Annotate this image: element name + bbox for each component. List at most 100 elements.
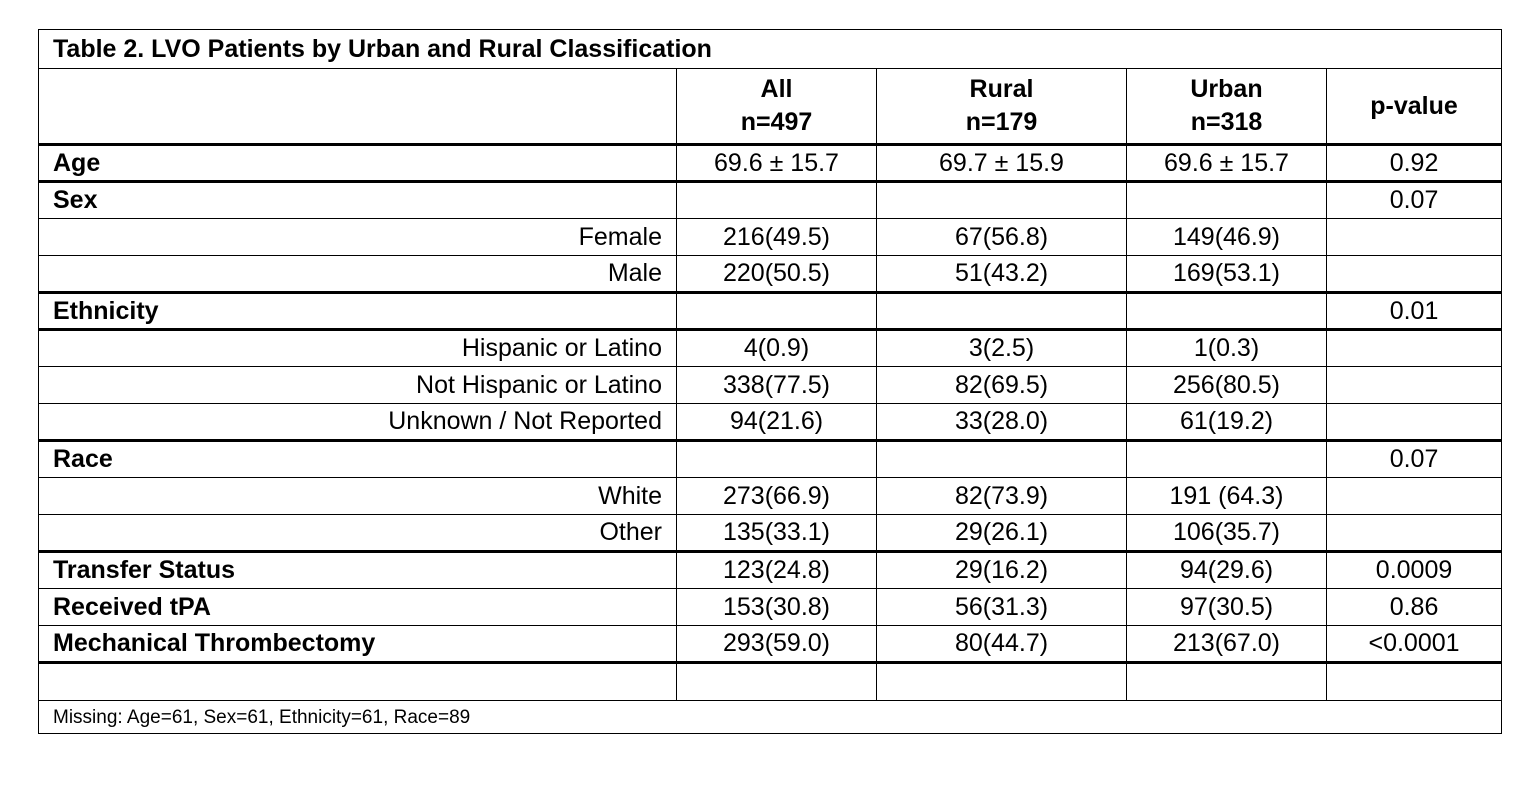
data-cell: 0.92 [1325, 143, 1503, 182]
data-cell [1325, 514, 1503, 552]
table-row: Hispanic or Latino 4(0.9) 3(2.5) 1(0.3) [38, 328, 1503, 367]
data-cell: 4(0.9) [676, 328, 877, 367]
table-row: Unknown / Not Reported 94(21.6) 33(28.0) 61… [38, 403, 1503, 441]
data-cell: 169(53.1) [1126, 255, 1327, 293]
empty-cell [1126, 661, 1327, 701]
data-cell [676, 180, 877, 219]
data-cell [1325, 366, 1503, 404]
table-row: Transfer Status 123(24.8) 29(16.2) 94(29.6)… [38, 550, 1503, 589]
data-cell: 293(59.0) [676, 625, 877, 663]
data-cell [676, 291, 877, 330]
data-cell: <0.0001 [1325, 625, 1503, 663]
data-cell: 69.6 ± 15.7 [676, 143, 877, 182]
data-cell: 69.7 ± 15.9 [876, 143, 1127, 182]
data-cell: 82(73.9) [876, 477, 1127, 515]
blank-row [38, 661, 1503, 701]
data-cell: 69.6 ± 15.7 [1126, 143, 1327, 182]
data-cell: 82(69.5) [876, 366, 1127, 404]
row-label: Received tPA [38, 588, 677, 626]
data-cell: 338(77.5) [676, 366, 877, 404]
data-cell: 149(46.9) [1126, 218, 1327, 256]
footnote-row: Missing: Age=61, Sex=61, Ethnicity=61, R… [37, 700, 1503, 734]
data-cell [876, 439, 1127, 478]
empty-cell [38, 661, 677, 701]
table-row: White 273(66.9) 82(73.9) 191 (64.3) [38, 477, 1503, 515]
table-row: Other 135(33.1) 29(26.1) 106(35.7) [38, 514, 1503, 552]
data-cell [876, 180, 1127, 219]
data-cell: 273(66.9) [676, 477, 877, 515]
row-label: Unknown / Not Reported [38, 403, 677, 441]
column-label: Rural [969, 75, 1034, 103]
row-label: Transfer Status [38, 550, 677, 589]
column-label: All [760, 75, 793, 103]
data-cell [1325, 218, 1503, 256]
data-cell [676, 439, 877, 478]
data-cell: 97(30.5) [1126, 588, 1327, 626]
data-cell: 0.0009 [1325, 550, 1503, 589]
data-cell: 94(29.6) [1126, 550, 1327, 589]
table-row: Female 216(49.5) 67(56.8) 149(46.9) [38, 218, 1503, 256]
data-cell: 0.07 [1325, 439, 1503, 478]
row-label: Female [38, 218, 677, 256]
data-cell: 123(24.8) [676, 550, 877, 589]
data-cell: 191 (64.3) [1126, 477, 1327, 515]
data-cell: 29(16.2) [876, 550, 1127, 589]
data-cell: 0.86 [1325, 588, 1503, 626]
column-n: n=497 [740, 108, 813, 136]
header-row: All n=497 Rural n=179 Urban n=318 p-valu… [38, 68, 1503, 145]
empty-cell [876, 661, 1127, 701]
table-row: Race 0.07 [38, 439, 1503, 478]
data-cell [1325, 255, 1503, 293]
row-label: Male [38, 255, 677, 293]
column-header-all: All n=497 [676, 68, 877, 145]
data-cell: 80(44.7) [876, 625, 1127, 663]
empty-cell [1325, 661, 1503, 701]
column-header-rural: Rural n=179 [876, 68, 1127, 145]
data-cell [1325, 477, 1503, 515]
data-cell: 220(50.5) [676, 255, 877, 293]
column-label: Urban [1190, 75, 1263, 103]
row-label: Race [38, 439, 677, 478]
data-cell: 216(49.5) [676, 218, 877, 256]
data-cell: 0.01 [1325, 291, 1503, 330]
data-cell: 153(30.8) [676, 588, 877, 626]
data-cell [876, 291, 1127, 330]
data-cell: 0.07 [1325, 180, 1503, 219]
data-cell: 94(21.6) [676, 403, 877, 441]
row-label: Other [38, 514, 677, 552]
data-cell: 51(43.2) [876, 255, 1127, 293]
column-label: p-value [1370, 91, 1458, 120]
data-cell: 256(80.5) [1126, 366, 1327, 404]
table-row: Not Hispanic or Latino 338(77.5) 82(69.5) 2… [38, 366, 1503, 404]
table-row: Ethnicity 0.01 [38, 291, 1503, 330]
empty-cell [676, 661, 877, 701]
data-cell [1126, 439, 1327, 478]
row-label: Ethnicity [38, 291, 677, 330]
column-header-p-value: p-value [1325, 68, 1503, 145]
data-cell: 33(28.0) [876, 403, 1127, 441]
data-cell: 3(2.5) [876, 328, 1127, 367]
row-label: Sex [38, 180, 677, 219]
table-row: Age 69.6 ± 15.7 69.7 ± 15.9 69.6 ± 15.7 0.92 [38, 143, 1503, 182]
data-cell [1325, 403, 1503, 441]
footnote: Missing: Age=61, Sex=61, Ethnicity=61, R… [37, 700, 1503, 734]
row-label: Age [38, 143, 677, 182]
header-empty-cell [38, 68, 677, 145]
title-row: Table 2. LVO Patients by Urban and Rural… [37, 29, 1503, 69]
table-row: Mechanical Thrombectomy 293(59.0) 80(44.7)… [38, 625, 1503, 663]
data-cell: 29(26.1) [876, 514, 1127, 552]
data-cell: 106(35.7) [1126, 514, 1327, 552]
column-n: n=318 [1190, 108, 1263, 136]
data-cell: 135(33.1) [676, 514, 877, 552]
table-row: Received tPA 153(30.8) 56(31.3) 97(30.5) 0.8… [38, 588, 1503, 626]
data-cell: 67(56.8) [876, 218, 1127, 256]
table-row: Male 220(50.5) 51(43.2) 169(53.1) [38, 255, 1503, 293]
data-cell: 61(19.2) [1126, 403, 1327, 441]
data-table: Table 2. LVO Patients by Urban and Rural… [37, 29, 1503, 734]
data-cell: 1(0.3) [1126, 328, 1327, 367]
data-cell [1126, 180, 1327, 219]
table-title: Table 2. LVO Patients by Urban and Rural… [37, 29, 1503, 69]
row-label: Not Hispanic or Latino [38, 366, 677, 404]
row-label: Hispanic or Latino [38, 328, 677, 367]
data-cell [1325, 328, 1503, 367]
